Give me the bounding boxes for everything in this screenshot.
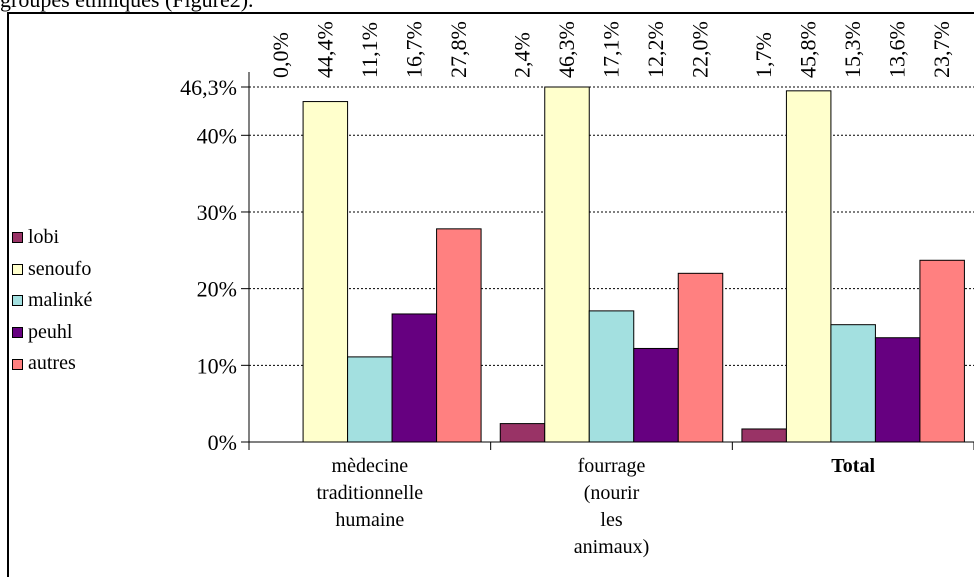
y-tick-label: 46,3% — [180, 75, 237, 100]
y-tick-label: 0% — [208, 430, 237, 455]
y-tick-label: 20% — [197, 277, 237, 302]
legend-swatch — [12, 295, 23, 307]
data-label: 22,0% — [688, 21, 713, 78]
data-label: 44,4% — [312, 21, 337, 78]
bar-autres — [919, 259, 965, 443]
legend-item: lobi — [12, 222, 92, 254]
y-tick-labels: 0% 10% 20% 30% 40% 46,3% — [180, 75, 237, 455]
data-labels: 0,0% 44,4% 11,1% 16,7% 27,8% 2,4% 46,3% 17,1% 12… — [268, 21, 954, 78]
legend-label: malinké — [28, 289, 93, 312]
data-label: 15,3% — [840, 21, 865, 78]
bar-senoufo — [544, 86, 590, 443]
data-label: 45,8% — [796, 21, 821, 78]
y-tick-label: 10% — [197, 353, 237, 378]
bars — [302, 86, 965, 443]
x-category-label: (nourir — [584, 482, 640, 504]
legend-swatch — [12, 263, 23, 275]
bar-peuhl — [874, 337, 921, 443]
bar-malinké — [830, 324, 876, 443]
legend-swatch — [12, 232, 23, 244]
legend-item: autres — [12, 348, 92, 380]
legend-item: malinké — [12, 285, 92, 317]
legend-label: peuhl — [28, 320, 73, 343]
caption-text: groupes ethniques (Figure2). — [0, 0, 254, 13]
bar-peuhl — [633, 347, 679, 443]
legend: lobi senoufo malinké peuhl autres — [12, 222, 92, 380]
data-label: 23,7% — [929, 21, 954, 78]
x-category-label: Total — [831, 455, 875, 477]
bar-autres — [436, 228, 482, 443]
data-label: 11,1% — [357, 22, 382, 78]
x-category-labels: mèdecine traditionnelle humaine fourrage (no… — [317, 455, 876, 558]
bar-lobi — [499, 423, 546, 443]
x-category-label: fourrage — [578, 455, 646, 477]
legend-swatch — [12, 327, 23, 339]
data-label: 1,7% — [751, 32, 776, 78]
data-label: 13,6% — [885, 21, 910, 78]
bar-malinké — [347, 356, 393, 443]
y-tick-label: 40% — [197, 123, 237, 148]
data-label: 2,4% — [510, 32, 535, 78]
bar-malinké — [588, 310, 635, 443]
bar-senoufo — [785, 90, 832, 443]
x-category-label: animaux) — [574, 536, 650, 558]
legend-swatch — [12, 358, 23, 370]
bar-lobi — [741, 428, 787, 443]
legend-label: lobi — [28, 226, 60, 248]
x-category-label: mèdecine — [332, 455, 409, 477]
data-label: 27,8% — [446, 21, 471, 78]
x-category-label: les — [600, 509, 622, 531]
bar-autres — [677, 272, 724, 443]
chart-frame — [7, 12, 974, 577]
bar-senoufo — [302, 101, 349, 443]
data-label: 12,2% — [643, 21, 668, 78]
data-label: 17,1% — [599, 21, 624, 78]
legend-label: autres — [28, 352, 76, 375]
bar-peuhl — [391, 313, 438, 443]
legend-item: senoufo — [12, 254, 92, 286]
x-category-label: humaine — [335, 509, 404, 531]
x-category-label: traditionnelle — [317, 482, 424, 504]
y-tick-label: 30% — [197, 200, 237, 225]
data-label: 0,0% — [268, 32, 293, 78]
legend-label: senoufo — [28, 257, 92, 280]
data-label: 46,3% — [554, 21, 579, 78]
legend-item: peuhl — [12, 317, 92, 349]
data-label: 16,7% — [401, 21, 426, 78]
